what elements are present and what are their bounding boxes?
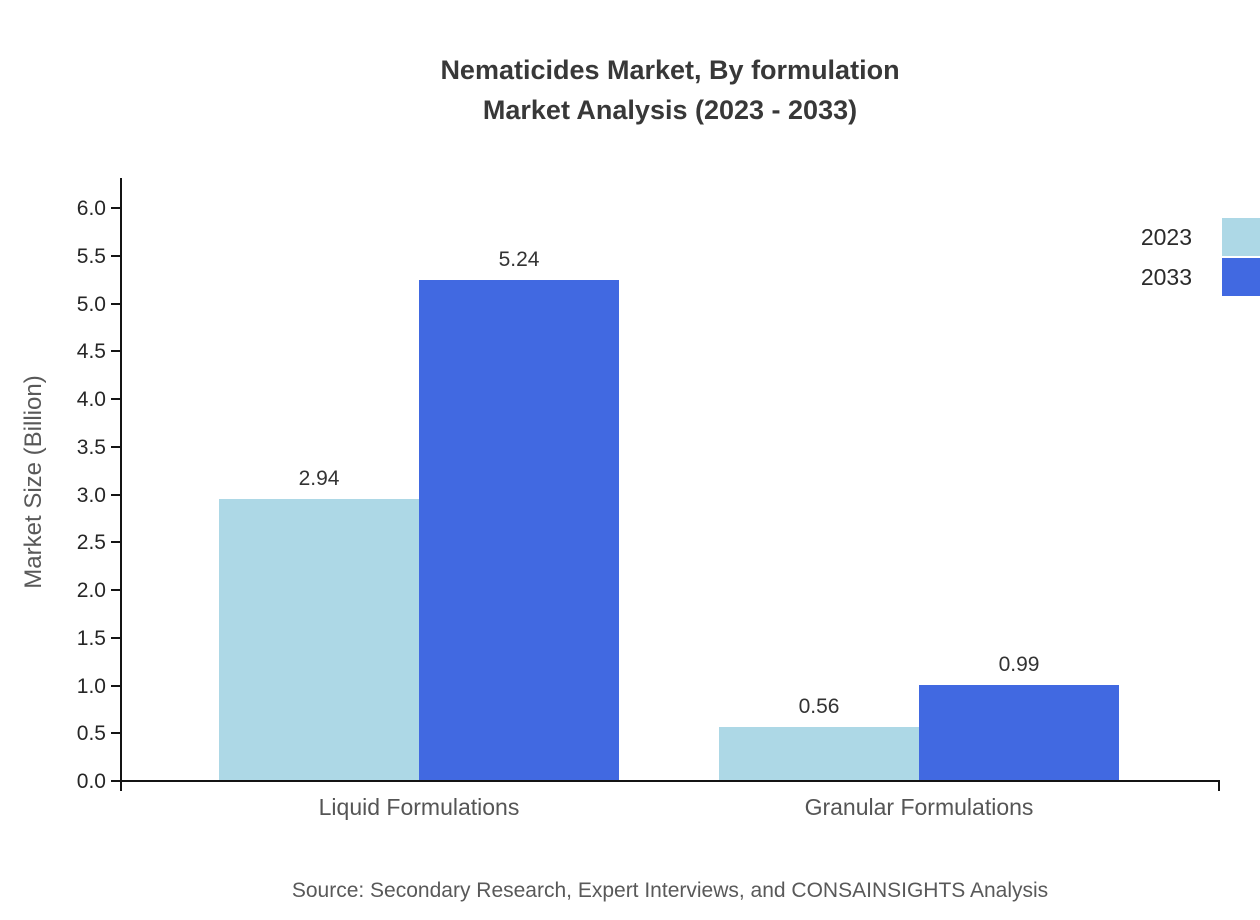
bar-granular-formulations-2033 <box>919 685 1119 780</box>
legend-label: 2033 <box>1140 263 1192 290</box>
chart-title: Nematicides Market, By formulation <box>440 55 900 85</box>
y-tick-label: 4.5 <box>76 340 106 364</box>
y-tick-mark <box>111 302 120 305</box>
y-tick-mark <box>111 684 120 687</box>
y-axis-line <box>120 178 122 782</box>
plot-area: 0.0 0.5 1.0 1.5 2.0 2.5 3.0 3.5 4.0 4.5 5.0 5.5 6.0 2… <box>77 178 1220 820</box>
category-label: Liquid Formulations <box>318 794 520 820</box>
y-tick-mark <box>111 732 120 735</box>
y-tick-mark <box>111 541 120 544</box>
y-tick-label: 2.5 <box>76 531 106 555</box>
x-axis-right-end-tick <box>1218 782 1220 791</box>
y-tick-mark <box>111 589 120 591</box>
y-tick-label: 3.0 <box>76 483 106 507</box>
y-tick-label: 2.0 <box>76 579 106 602</box>
bar-value-label: 0.56 <box>798 694 840 718</box>
y-tick-mark <box>111 445 120 448</box>
bar-value-label: 5.24 <box>498 247 540 271</box>
legend-label: 2023 <box>1140 223 1192 250</box>
chart-title-block: Nematicides Market, By formulation Marke… <box>120 50 1220 130</box>
y-tick-mark <box>111 398 120 400</box>
y-tick-label: 4.0 <box>76 388 106 411</box>
bar-value-label: 2.94 <box>298 467 340 491</box>
y-tick-mark <box>111 636 120 639</box>
y-tick-label: 0.5 <box>76 722 106 746</box>
y-tick-label: 5.5 <box>76 244 106 268</box>
y-tick-mark <box>111 493 120 496</box>
bar-granular-formulations-2023 <box>719 726 919 780</box>
category-label: Granular Formulations <box>804 794 1034 820</box>
y-tick-label: 5.0 <box>76 292 106 316</box>
chart-subtitle: Market Analysis (2023 - 2033) <box>482 95 858 125</box>
y-tick-mark <box>111 207 120 209</box>
bar-value-label: 0.99 <box>998 653 1040 677</box>
y-tick-label: 3.5 <box>76 435 106 459</box>
y-tick-mark <box>111 350 120 353</box>
legend-swatch <box>1222 218 1260 256</box>
y-tick-label: 1.5 <box>76 626 106 650</box>
legend-item-2033: 2033 <box>1141 257 1260 297</box>
legend: 2023 2033 <box>1141 217 1260 297</box>
y-tick-label: 1.0 <box>76 674 106 698</box>
y-tick-mark <box>111 254 120 257</box>
bar-liquid-formulations-2023 <box>219 499 419 780</box>
y-tick-mark <box>111 780 120 782</box>
y-tick-label: 6.0 <box>76 197 106 220</box>
source-note: Source: Secondary Research, Expert Inter… <box>291 879 1049 902</box>
bar-liquid-formulations-2033 <box>419 279 619 780</box>
x-axis-left-end-tick <box>120 782 122 791</box>
legend-item-2023: 2023 <box>1141 217 1260 257</box>
legend-swatch <box>1222 258 1260 296</box>
x-axis-line <box>120 780 1220 782</box>
y-tick-label: 0.0 <box>76 770 106 793</box>
